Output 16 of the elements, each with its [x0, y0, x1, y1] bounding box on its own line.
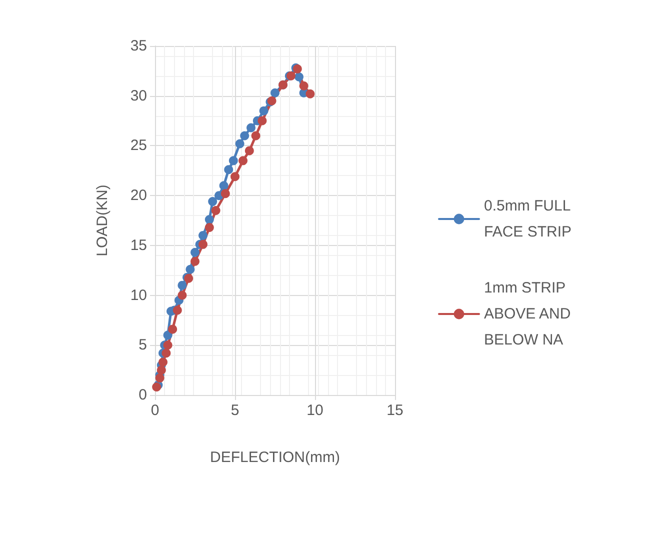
y-axis-title: LOAD(KN) [94, 184, 111, 256]
y-tick-label: 5 [138, 336, 147, 354]
legend-label: 0.5mm FULL FACE STRIP [484, 198, 574, 240]
y-tick-label: 30 [130, 87, 147, 104]
x-tick-label: 5 [230, 402, 240, 419]
x-tick-label: 0 [150, 402, 160, 419]
y-tick-label: 20 [130, 187, 147, 204]
x-tick-label: 10 [306, 402, 324, 419]
y-tick-label: 15 [130, 236, 147, 254]
y-tick-label: 35 [130, 38, 147, 54]
legend-label: 1mm STRIP ABOVE AND BELOW NA [484, 280, 575, 348]
y-tick-label: 25 [130, 137, 147, 154]
x-axis-title: DEFLECTION(mm) [210, 449, 340, 466]
y-tick-label: 10 [130, 286, 147, 304]
x-tick-label: 15 [386, 402, 404, 419]
y-tick-label: 0 [138, 386, 147, 404]
